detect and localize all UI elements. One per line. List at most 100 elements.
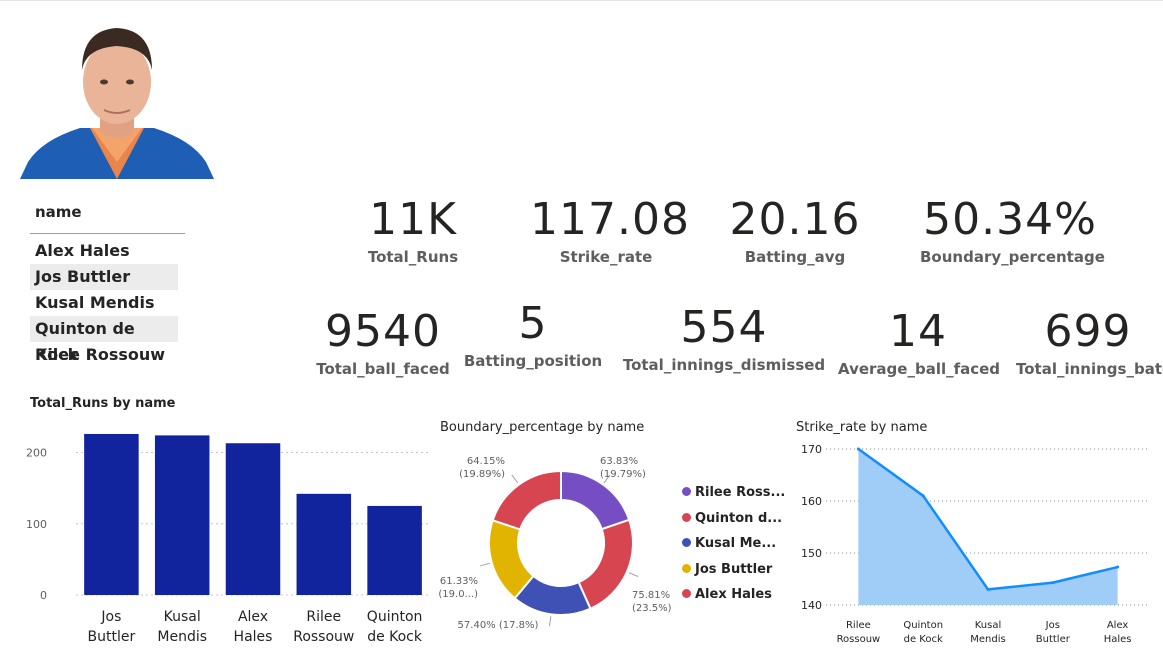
kpi-value: 20.16: [729, 194, 861, 245]
kpi-label: Batting_avg: [744, 248, 846, 266]
legend-dot: [682, 589, 691, 598]
kpi-batting-avg: 20.16 Batting_avg: [728, 194, 862, 267]
kpi-label: Total_innings_dismissed: [622, 356, 826, 374]
x-tick-label-line: Kusal: [975, 620, 1002, 631]
kpi-label: Strike_rate: [559, 248, 653, 266]
x-tick-label-line: Alex: [238, 609, 268, 625]
donut-chart-title: Boundary_percentage by name: [440, 420, 645, 435]
kpi-value: 9540: [325, 306, 441, 357]
slice-label: 63.83% (19.79%): [600, 456, 646, 480]
bar: [367, 505, 422, 595]
y-tick-label: 200: [26, 447, 47, 460]
legend-label: Kusal Me...: [695, 536, 777, 551]
data-point: [986, 587, 990, 591]
legend-label: Alex Hales: [695, 587, 772, 602]
slice-label-line: (19.0...): [438, 589, 478, 600]
legend-item[interactable]: Alex Hales: [682, 586, 785, 612]
bar: [225, 443, 281, 595]
data-point: [921, 494, 925, 498]
slice-label-line: 63.83%: [600, 456, 638, 467]
legend-dot: [682, 538, 691, 547]
legend-item[interactable]: Kusal Me...: [682, 535, 785, 561]
donut-legend: Rilee Ross... Quinton d... Kusal Me... J…: [682, 484, 785, 612]
legend-item[interactable]: Rilee Ross...: [682, 484, 785, 510]
data-point: [1116, 565, 1120, 569]
kpi-total-innings-dismissed: 554 Total_innings_dismissed: [622, 302, 826, 375]
legend-item[interactable]: Jos Buttler: [682, 561, 785, 587]
kpi-label: Total_innings_bated: [1016, 360, 1163, 378]
legend-dot: [682, 563, 691, 573]
slice-label: 57.40% (17.8%): [458, 620, 539, 631]
bar: [296, 493, 352, 595]
slice-label: 75.81% (23.5%): [632, 590, 672, 614]
kpi-value: 50.34%: [923, 194, 1097, 245]
kpi-strike-rate: 117.08 Strike_rate: [530, 194, 690, 267]
y-tick-label: 150: [801, 547, 822, 560]
y-tick-label: 100: [26, 518, 47, 531]
legend-item[interactable]: Quinton d...: [682, 510, 785, 536]
kpi-value: 554: [680, 302, 768, 353]
x-tick-label-line: Quinton: [903, 620, 943, 631]
kpi-batting-position: 5 Batting_position: [462, 302, 604, 371]
name-slicer: name Alex Hales Jos Buttler Kusal Mendis…: [30, 198, 185, 368]
y-tick-label: 160: [801, 495, 822, 508]
x-tick-label: Jos Buttler: [88, 609, 136, 645]
kpi-label: Total_Runs: [367, 248, 459, 266]
slice-label-line: 61.33%: [440, 576, 478, 587]
slice-label: 64.15% (19.89%): [459, 456, 505, 480]
x-tick-label-line: Kusal: [164, 609, 201, 625]
x-tick-label-line: Hales: [1104, 634, 1132, 645]
y-tick-label: 140: [801, 599, 822, 612]
x-tick-label: Alex Hales: [1104, 620, 1132, 645]
kpi-label: Batting_position: [463, 352, 603, 370]
x-tick-label: Rilee Rossouw: [293, 609, 354, 645]
slice-label-line: 57.40% (17.8%): [458, 620, 539, 631]
x-tick-label: Quinton de Kock: [367, 609, 423, 645]
legend-label: Quinton d...: [695, 510, 783, 526]
legend-label: Jos Buttler: [695, 561, 773, 577]
y-tick-label: 170: [801, 443, 822, 456]
player-photo: [20, 28, 214, 179]
x-tick-label-line: de Kock: [904, 634, 943, 645]
leader-line: [548, 616, 552, 627]
kpi-value: 117.08: [530, 194, 690, 245]
kpi-total-runs: 11K Total_Runs: [352, 198, 474, 267]
x-tick-label-line: Buttler: [88, 629, 136, 645]
bar-chart-title: Total_Runs by name: [30, 396, 176, 411]
slice-label-line: (19.89%): [459, 469, 505, 480]
slicer-item-alex-hales[interactable]: Alex Hales: [35, 241, 130, 260]
data-point: [1051, 581, 1055, 585]
x-tick-label: Alex Hales: [234, 609, 273, 645]
x-tick-label-line: Mendis: [970, 634, 1005, 645]
area-fill: [858, 449, 1118, 605]
slicer-divider: [30, 233, 185, 234]
leader-line: [603, 474, 611, 484]
x-tick-label-line: Rossouw: [293, 629, 354, 645]
slicer-item-quinton-de-kock[interactable]: Quinton de Kock: [30, 316, 178, 364]
x-tick-label-line: Hales: [234, 629, 273, 645]
kpi-boundary-percentage: 50.34% Boundary_percentage: [920, 194, 1105, 267]
kpi-total-ball-faced: 9540 Total_ball_faced: [312, 306, 454, 379]
legend-dot: [682, 487, 691, 496]
slicer-item-jos-buttler[interactable]: Jos Buttler: [30, 264, 178, 290]
x-tick-label-line: Jos: [100, 609, 121, 625]
top-border: [0, 0, 1163, 1]
slice-label-line: 64.15%: [467, 456, 505, 467]
slicer-item-kusal-mendis[interactable]: Kusal Mendis: [35, 293, 155, 312]
donut-slice: [491, 469, 562, 531]
kpi-label: Average_ball_faced: [838, 360, 1001, 378]
slicer-item-rilee-rossouw[interactable]: Rilee Rossouw: [35, 345, 166, 364]
bar: [154, 435, 210, 595]
x-tick-label-line: de Kock: [367, 629, 423, 645]
area-chart-title: Strike_rate by name: [796, 420, 928, 435]
leader-line: [480, 562, 490, 567]
kpi-total-innings-bated: 699 Total_innings_bated: [1016, 310, 1163, 379]
slice-label-line: (19.79%): [600, 469, 646, 480]
x-tick-label-line: Quinton: [367, 609, 423, 625]
slice-label-line: 75.81%: [632, 590, 670, 601]
legend-dot: [682, 512, 691, 522]
kpi-value: 14: [889, 306, 947, 357]
y-tick-label: 0: [40, 589, 47, 602]
